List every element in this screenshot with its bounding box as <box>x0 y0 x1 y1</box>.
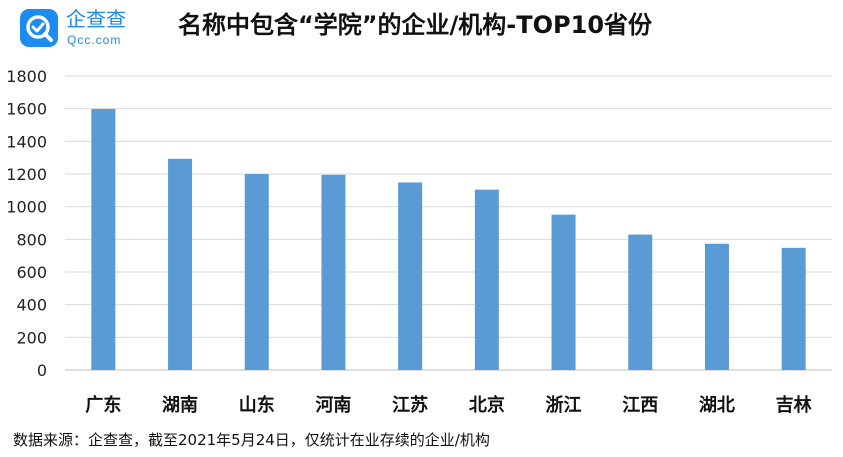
x-tick-label: 湖南 <box>162 394 198 416</box>
x-tick-label: 浙江 <box>546 394 582 416</box>
y-tick-label: 400 <box>16 296 47 315</box>
x-tick-label: 江西 <box>622 395 658 416</box>
logo-name: 企查查 <box>66 7 126 31</box>
qcc-logo-icon <box>20 9 58 47</box>
qcc-logo: 企查查 Qcc.com <box>20 6 160 50</box>
bar-9 <box>781 247 806 370</box>
y-tick-label: 1800 <box>6 67 47 86</box>
y-tick-label: 0 <box>37 361 47 380</box>
y-tick-label: 1400 <box>6 132 47 151</box>
x-tick-label: 广东 <box>85 394 121 416</box>
x-tick-label: 湖北 <box>699 395 735 416</box>
bar-5 <box>474 189 499 370</box>
bar-1 <box>168 158 193 370</box>
x-tick-label: 北京 <box>469 394 505 416</box>
logo-domain: Qcc.com <box>67 33 122 47</box>
chart-title: 名称中包含“学院”的企业/机构-TOP10省份 <box>178 11 653 39</box>
y-tick-label: 1200 <box>6 165 47 184</box>
bar-6 <box>551 214 576 370</box>
bar-0 <box>91 108 116 370</box>
x-tick-label: 江苏 <box>392 394 428 416</box>
bar-2 <box>244 174 269 370</box>
source-note: 数据来源：企查查，截至2021年5月24日，仅统计在业存续的企业/机构 <box>13 431 490 449</box>
x-tick-label: 河南 <box>315 394 351 416</box>
y-tick-label: 600 <box>16 263 47 282</box>
bar-4 <box>398 182 423 370</box>
y-tick-label: 200 <box>16 328 47 347</box>
x-tick-label: 吉林 <box>776 394 812 416</box>
x-tick-label: 山东 <box>239 394 275 416</box>
y-tick-label: 800 <box>16 230 47 249</box>
bar-7 <box>628 234 653 370</box>
bar-8 <box>704 243 729 370</box>
y-tick-label: 1600 <box>6 100 47 119</box>
y-tick-label: 1000 <box>6 198 47 217</box>
bar-3 <box>321 174 346 370</box>
